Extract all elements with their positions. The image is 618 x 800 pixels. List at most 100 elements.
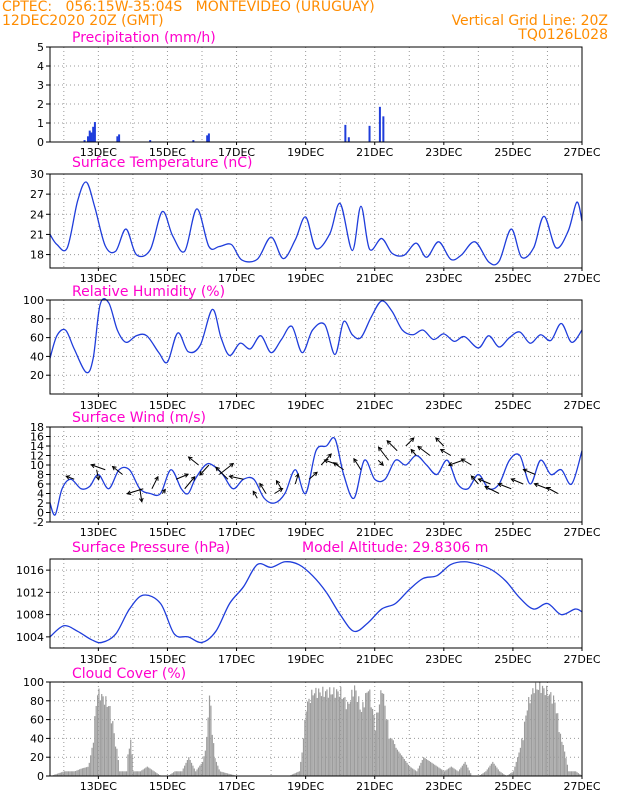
precip-bar xyxy=(207,133,210,142)
wind-arrow-shaft xyxy=(534,483,548,490)
wind-arrow-head xyxy=(410,448,416,454)
wind-arrow xyxy=(497,482,512,490)
cloud-bar xyxy=(294,773,296,776)
wind-arrow-head xyxy=(377,446,383,452)
wind-arrow-shaft xyxy=(405,437,415,447)
cloud-bar xyxy=(142,769,144,776)
cloud-bar xyxy=(196,769,198,776)
cloud-bar xyxy=(213,743,215,776)
cloud-bar xyxy=(529,703,531,776)
wind-arrow-head xyxy=(545,486,551,492)
cloud-bar xyxy=(67,771,70,776)
cloud-bar xyxy=(349,701,352,776)
x-tick-label: 17DEC xyxy=(218,780,255,793)
cloud-bar xyxy=(551,703,553,776)
cloud-bar xyxy=(511,772,513,776)
precip-bar xyxy=(378,106,381,142)
wind-arrow-shaft xyxy=(308,471,318,480)
cloud-bar xyxy=(380,690,382,776)
wind-arrow-shaft xyxy=(199,464,210,476)
panel-frame xyxy=(49,46,583,143)
cloud-bar xyxy=(193,768,195,776)
cloud-bar xyxy=(395,747,397,776)
wind-arrow xyxy=(377,446,389,461)
y-tick-label: 40 xyxy=(30,732,44,745)
precip-bar xyxy=(347,137,350,142)
cloud-bar xyxy=(137,771,139,776)
cloud-bar xyxy=(55,774,57,776)
cloud-bar xyxy=(91,747,93,776)
cloud-bar xyxy=(322,686,324,776)
cloud-bar xyxy=(152,770,154,776)
y-tick-label: 14 xyxy=(30,440,44,453)
cloud-bar xyxy=(342,697,345,776)
cloud-bar xyxy=(301,752,303,776)
cloud-bar xyxy=(445,770,447,776)
cloud-bar xyxy=(373,714,375,776)
cloud-bar xyxy=(225,772,227,776)
wind-arrow xyxy=(353,457,362,471)
cloud-bar xyxy=(555,713,557,776)
cloud-bar xyxy=(170,774,172,776)
y-tick-label: 18 xyxy=(30,249,44,262)
cloud-bar xyxy=(171,773,173,776)
cloud-bar xyxy=(523,721,526,776)
precip-bar xyxy=(192,140,195,142)
cloud-bar xyxy=(416,771,418,776)
cloud-bar xyxy=(156,773,158,776)
cloud-bar xyxy=(565,758,567,776)
cloud-bar xyxy=(203,756,205,776)
cloud-bar xyxy=(540,692,542,776)
cloud-bar xyxy=(293,773,295,776)
y-tick-label: 100 xyxy=(23,676,44,689)
cloud-bar xyxy=(407,764,410,776)
wind-arrow-head xyxy=(228,474,234,480)
cloud-bar xyxy=(446,769,448,776)
y-tick-label: 5 xyxy=(37,41,44,54)
x-tick-label: 19DEC xyxy=(287,653,324,666)
wind-arrow xyxy=(215,466,229,480)
cloud-bar xyxy=(499,771,501,776)
cloud-bar xyxy=(435,765,437,776)
cloud-bar xyxy=(334,697,336,776)
x-tick-label: 17DEC xyxy=(218,653,255,666)
cloud-bar xyxy=(148,767,150,776)
wind-arrow-head xyxy=(477,478,483,483)
cloud-bar xyxy=(417,768,419,776)
cloud-bar xyxy=(113,733,115,776)
wind-arrow xyxy=(510,478,524,485)
wind-arrow-head xyxy=(275,479,281,485)
wind-arrow-head xyxy=(184,473,190,478)
wind-arrow-shaft xyxy=(175,473,189,480)
wind-arrow-shaft xyxy=(151,476,159,489)
cloud-bar xyxy=(454,769,457,776)
cloud-bar xyxy=(304,719,306,776)
x-tick-label: 15DEC xyxy=(149,526,186,539)
cloud-bar xyxy=(398,751,400,776)
cloud-bar xyxy=(124,771,126,776)
precip-bar xyxy=(344,124,347,142)
y-tick-label: 21 xyxy=(30,228,44,241)
wind-arrow-shaft xyxy=(276,480,282,490)
cloud-bar xyxy=(98,688,100,776)
cloud-bar xyxy=(378,704,381,776)
y-tick-label: 4 xyxy=(37,60,44,73)
panel-frame xyxy=(49,299,583,395)
cloud-bar xyxy=(320,696,323,776)
wind-arrow-shaft xyxy=(478,478,491,485)
cloud-bar xyxy=(110,723,112,776)
wind-arrow xyxy=(259,482,267,494)
panel-6: 0 20 40 60 80 100 13DEC 15DEC 17DEC 19DEC 21DEC 23D… xyxy=(23,666,601,793)
cloud-bar xyxy=(496,767,498,776)
x-tick-label: 25DEC xyxy=(494,526,531,539)
cloud-bar xyxy=(431,762,433,776)
x-tick-label: 13DEC xyxy=(80,780,117,793)
cloud-bar xyxy=(579,774,581,776)
cloud-bar xyxy=(564,751,566,776)
wind-arrow xyxy=(161,488,166,494)
cloud-bar xyxy=(369,689,371,776)
wind-arrow-head xyxy=(447,461,453,467)
cloud-bar xyxy=(103,704,106,776)
cloud-bar xyxy=(414,770,416,776)
cloud-bar xyxy=(394,744,396,776)
